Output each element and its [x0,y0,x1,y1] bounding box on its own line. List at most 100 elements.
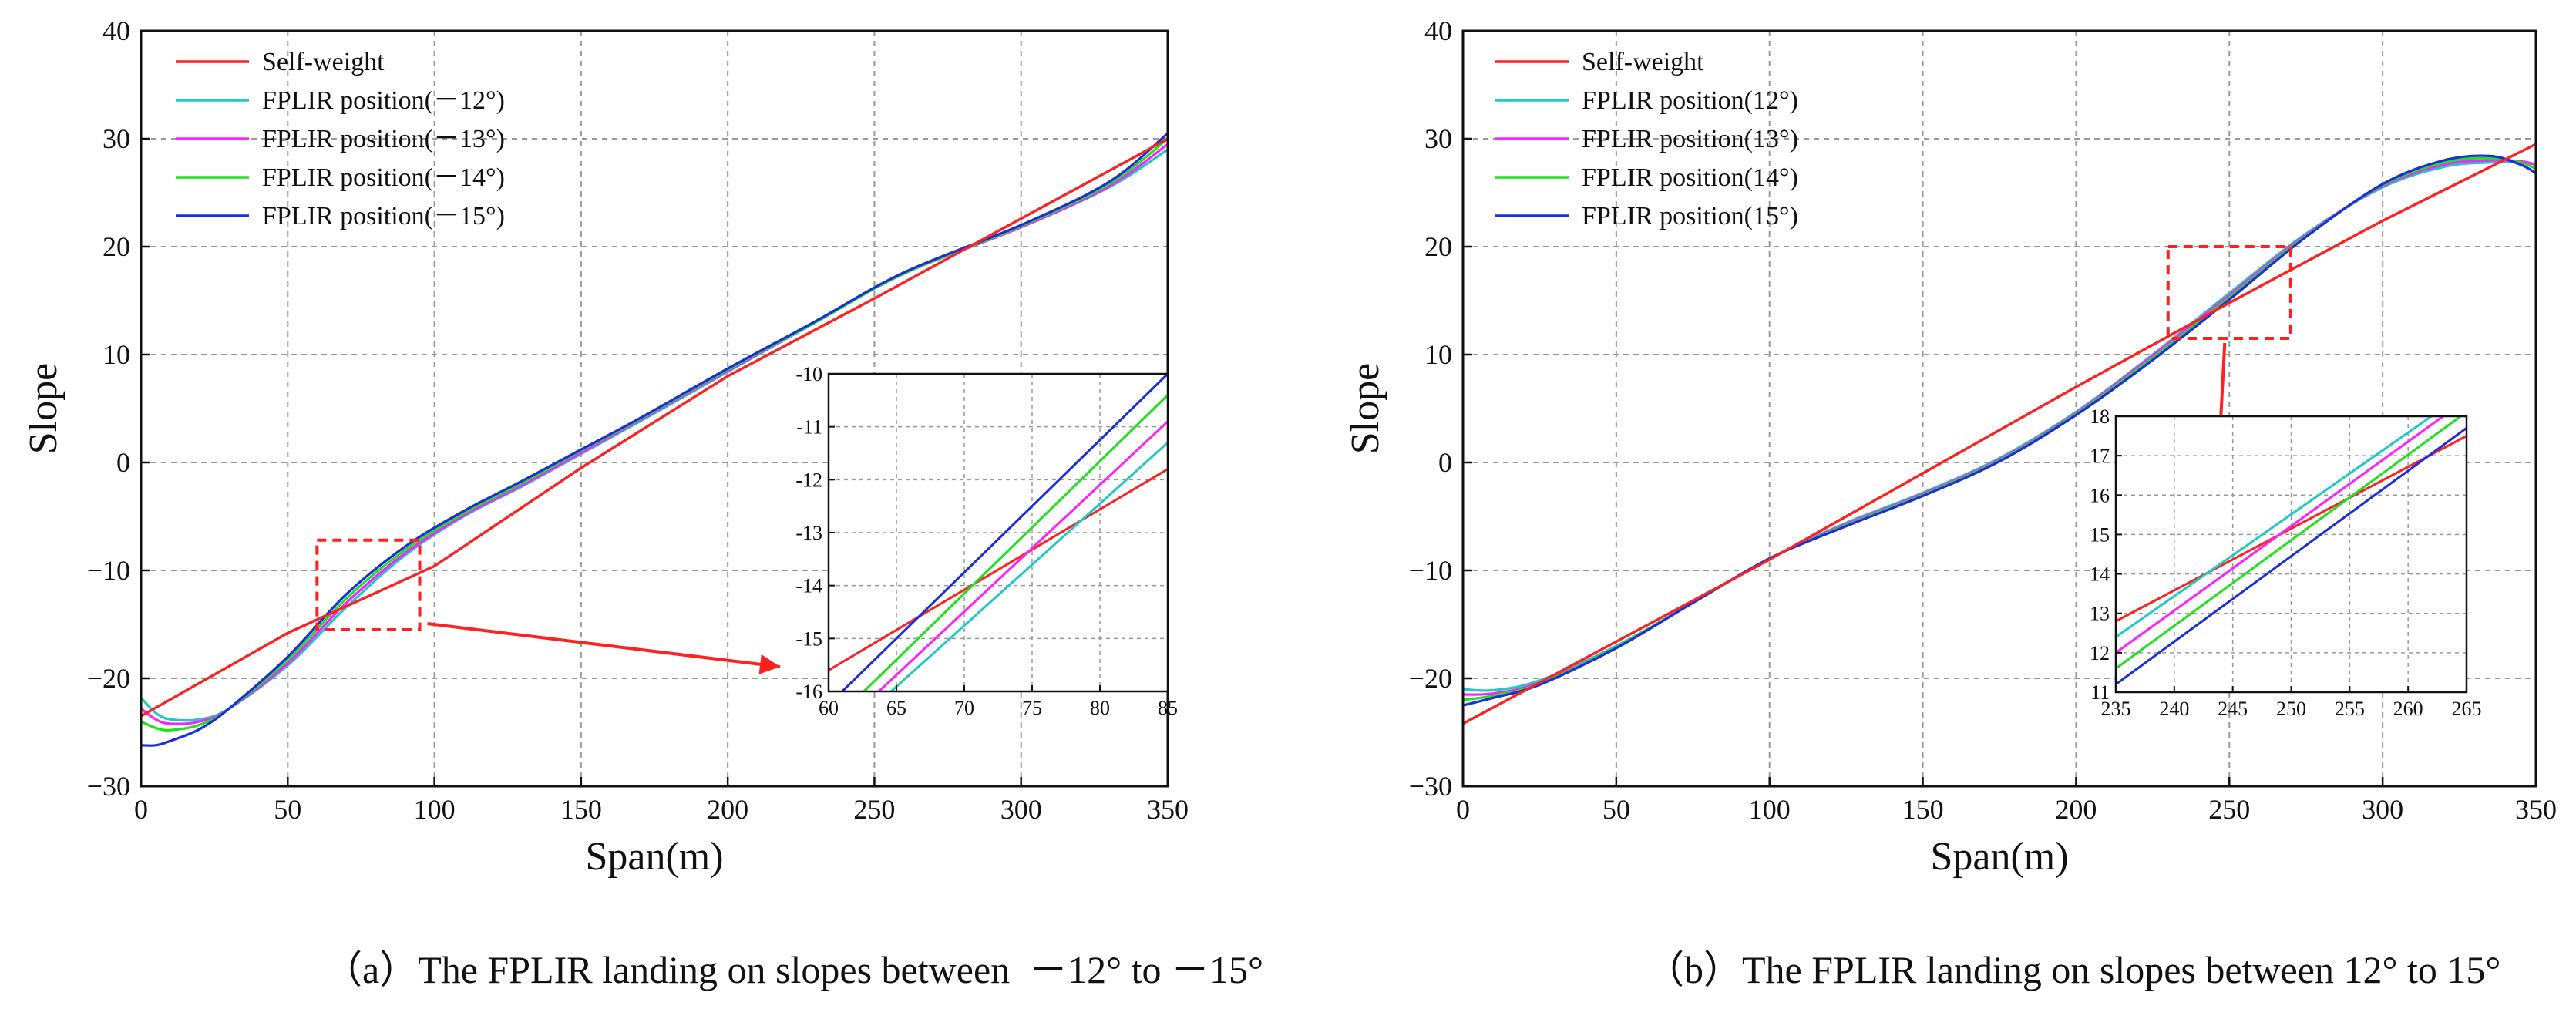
inset-x-tick-label: 60 [819,697,839,719]
legend-label: FPLIR position(12°) [1582,86,1798,115]
inset-line-pos15 [841,372,1169,693]
y-tick-label: 10 [103,339,130,370]
caption-b: （b）The FPLIR landing on slopes between 1… [1646,948,2500,991]
inset-y-tick-label: -16 [795,681,822,703]
inset-x-tick-label: 250 [2276,698,2306,720]
legend-label: Self-weight [262,48,385,76]
legend-label: FPLIR position(15°) [1582,202,1798,230]
x-tick-label: 300 [1000,794,1042,825]
inset-line-pos12 [2115,415,2433,638]
inset-y-tick-label: -10 [795,363,822,385]
legend-label: Self-weight [1582,48,1704,76]
inset-line-pos14 [863,394,1169,693]
inset-x-tick-label: 260 [2393,698,2423,720]
y-tick-label: 40 [103,15,130,46]
y-axis-label: Slope [1343,363,1387,454]
inset-y-tick-label: 18 [2090,405,2110,428]
y-tick-label: −20 [1409,663,1452,694]
x-tick-label: 250 [853,794,895,825]
inset-y-tick-label: -15 [795,627,822,650]
inset-line-pos15 [2115,427,2467,686]
y-tick-label: 0 [1438,447,1452,478]
legend-label: FPLIR position(－13°) [262,125,505,153]
zoom-arrow-line [427,622,781,668]
inset-y-tick-label: -14 [795,575,822,597]
series-line-pos15 [140,132,1169,747]
x-tick-label: 50 [274,794,301,825]
legend-label: FPLIR position(－15°) [262,202,505,230]
inset-line-pos13 [878,420,1169,693]
legend-label: FPLIR position(－14°) [262,163,505,192]
y-tick-label: −30 [1409,771,1452,802]
y-tick-label: −30 [87,771,130,802]
inset-x-tick-label: 65 [886,697,906,719]
series-line-self-weight-top [140,137,1169,718]
inset-y-tick-label: 13 [2090,603,2110,625]
inset-x-tick-label: 240 [2159,698,2189,720]
inset-line-pos13 [2115,415,2444,654]
inset-x-tick-label: 235 [2101,698,2131,720]
x-tick-label: 150 [1902,794,1944,825]
y-tick-label: −10 [87,555,130,586]
x-tick-label: 0 [1456,794,1470,825]
inset-x-tick-label: 80 [1090,697,1110,719]
y-tick-label: 30 [1424,123,1452,154]
x-tick-label: 200 [2055,794,2097,825]
inset-line-pos12 [889,442,1169,693]
inset-x-tick-label: 255 [2335,698,2365,720]
x-axis-label: Span(m) [1930,835,2068,879]
inset-y-tick-label: 15 [2090,523,2110,546]
inset-line-self_weight [2115,435,2467,623]
zoom-arrow-head [758,654,780,674]
chart-a: 0 50 100 150 200 250 300 350 −30 −20 −10 0 10 20 30 40 S… [22,15,1189,879]
legend-label: FPLIR position(13°) [1582,125,1798,153]
inset-x-tick-label: 245 [2218,698,2248,720]
y-tick-label: −10 [1409,555,1452,586]
inset-y-tick-label: 16 [2090,484,2110,506]
inset-background [2116,416,2467,692]
inset-x-tick-label: 70 [954,697,974,719]
x-tick-label: 100 [1749,794,1791,825]
inset-x-tick-label: 85 [1158,697,1178,719]
series-line-self-weight-top [1462,143,2537,725]
inset-x-tick-label: 75 [1022,697,1042,719]
y-tick-label: 0 [116,447,130,478]
inset-y-tick-label: -12 [795,469,822,491]
y-tick-label: 10 [1424,339,1452,370]
legend-label: FPLIR position(14°) [1582,163,1798,192]
inset-chart: 235 240 245 250 255 260 265 11 12 13 14 15 16 17 18 [2090,405,2482,720]
inset-y-tick-label: -11 [796,416,822,439]
x-tick-label: 250 [2208,794,2250,825]
inset-line-pos14 [2115,415,2462,670]
series-line-pos15 [1462,154,2537,707]
x-tick-label: 100 [414,794,456,825]
inset-y-tick-label: 12 [2090,642,2110,664]
chart-b: 0 50 100 150 200 250 300 350 −30 −20 −10 0 10 20 30 40 S… [1343,15,2557,879]
x-tick-label: 150 [560,794,602,825]
x-axis-label: Span(m) [585,835,723,879]
inset-y-tick-label: 17 [2090,445,2110,467]
x-tick-label: 0 [134,794,148,825]
x-tick-label: 300 [2362,794,2403,825]
y-tick-label: −20 [87,663,130,694]
y-tick-label: 40 [1424,15,1452,46]
x-tick-label: 50 [1602,794,1630,825]
inset-x-tick-label: 265 [2452,698,2482,720]
zoom-box [315,538,422,631]
inset-line-self_weight [828,468,1169,671]
caption-a: （a）The FPLIR landing on slopes between －… [324,948,1263,991]
x-tick-label: 350 [1147,794,1189,825]
x-tick-label: 350 [2515,794,2557,825]
inset-y-tick-label: 11 [2090,681,2110,704]
legend-label: FPLIR position(－12°) [262,86,505,115]
y-tick-label: 20 [1424,231,1452,262]
inset-y-tick-label: -13 [795,522,822,544]
y-tick-label: 30 [103,123,130,154]
inset-chart: 60 65 70 75 80 85 -16 -15 -14 -13 -12 -11 -10 [795,363,1178,719]
y-axis-label: Slope [22,363,66,454]
plot-frame [1461,29,2537,788]
y-tick-label: 20 [103,231,130,262]
inset-y-tick-label: 14 [2090,563,2110,586]
x-tick-label: 200 [707,794,748,825]
